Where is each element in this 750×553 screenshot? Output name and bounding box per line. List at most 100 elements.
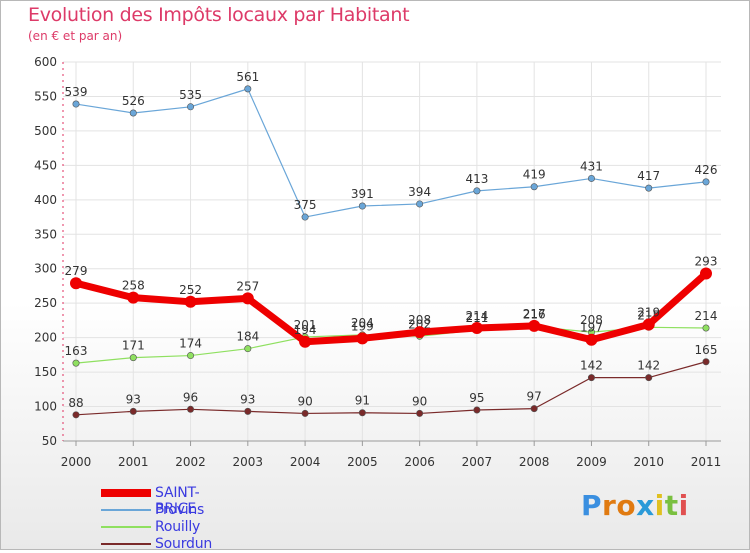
chart-frame: Evolution des Impôts locaux par Habitant…	[0, 0, 750, 550]
data-label-provins: 535	[179, 88, 202, 102]
logo-letter: x	[636, 489, 655, 522]
logo-letter: r	[602, 489, 616, 522]
data-point-sourdun	[245, 408, 251, 414]
logo-letter: i	[655, 489, 665, 522]
series-line-provins	[76, 89, 706, 217]
data-label-saint-brice: 258	[122, 279, 145, 293]
data-point-saint-brice	[528, 320, 540, 332]
data-point-sourdun	[130, 408, 136, 414]
data-label-sourdun: 93	[126, 392, 141, 406]
data-point-saint-brice	[299, 336, 311, 348]
x-tick-label: 2000	[61, 455, 92, 469]
data-label-provins: 413	[465, 172, 488, 186]
logo-letter: o	[616, 489, 636, 522]
data-label-sourdun: 88	[68, 396, 83, 410]
data-point-sourdun	[474, 407, 480, 413]
data-point-sourdun	[703, 359, 709, 365]
data-point-sourdun	[302, 410, 308, 416]
x-tick-label: 2003	[233, 455, 264, 469]
data-label-sourdun: 90	[297, 394, 312, 408]
data-point-saint-brice	[414, 326, 426, 338]
data-point-provins	[474, 188, 480, 194]
data-point-sourdun	[187, 406, 193, 412]
data-label-provins: 539	[65, 85, 88, 99]
data-point-rouilly	[187, 352, 193, 358]
data-label-rouilly: 171	[122, 339, 145, 353]
data-label-saint-brice: 279	[65, 264, 88, 278]
data-label-provins: 431	[580, 159, 603, 173]
data-label-sourdun: 91	[355, 394, 370, 408]
logo-letter: P	[581, 489, 602, 522]
data-label-sourdun: 95	[469, 391, 484, 405]
data-point-provins	[187, 104, 193, 110]
data-point-saint-brice	[185, 296, 197, 308]
data-point-sourdun	[531, 405, 537, 411]
data-point-provins	[130, 110, 136, 116]
data-label-saint-brice: 257	[236, 279, 259, 293]
series-line-saint-brice	[76, 274, 706, 342]
y-tick-label: 550	[34, 89, 57, 103]
data-point-sourdun	[73, 412, 79, 418]
y-tick-label: 250	[34, 296, 57, 310]
y-tick-label: 450	[34, 158, 57, 172]
data-point-saint-brice	[70, 277, 82, 289]
x-tick-label: 2001	[118, 455, 149, 469]
data-point-provins	[73, 101, 79, 107]
y-tick-label: 100	[34, 400, 57, 414]
data-label-provins: 526	[122, 94, 145, 108]
data-point-saint-brice	[643, 319, 655, 331]
data-label-saint-brice: 214	[465, 309, 488, 323]
data-point-provins	[245, 86, 251, 92]
x-tick-label: 2007	[462, 455, 493, 469]
data-point-provins	[588, 175, 594, 181]
data-label-rouilly: 174	[179, 337, 202, 351]
data-label-saint-brice: 199	[351, 319, 374, 333]
y-tick-label: 200	[34, 331, 57, 345]
data-point-sourdun	[588, 374, 594, 380]
legend-label: Provins	[155, 502, 204, 518]
logo-letter: i	[679, 489, 689, 522]
y-tick-label: 500	[34, 124, 57, 138]
data-point-provins	[703, 179, 709, 185]
data-point-saint-brice	[242, 292, 254, 304]
data-point-sourdun	[359, 410, 365, 416]
data-point-saint-brice	[127, 292, 139, 304]
data-point-provins	[646, 185, 652, 191]
data-label-rouilly: 214	[695, 309, 718, 323]
y-tick-label: 300	[34, 262, 57, 276]
data-label-sourdun: 165	[695, 343, 718, 357]
data-label-rouilly: 184	[236, 330, 259, 344]
data-point-rouilly	[703, 325, 709, 331]
legend-label: Rouilly	[155, 519, 200, 535]
y-tick-label: 400	[34, 193, 57, 207]
data-label-provins: 417	[637, 169, 660, 183]
legend-swatch	[101, 509, 151, 511]
data-label-sourdun: 97	[527, 390, 542, 404]
x-tick-label: 2004	[290, 455, 321, 469]
data-label-saint-brice: 208	[408, 313, 431, 327]
data-point-rouilly	[73, 360, 79, 366]
data-label-sourdun: 142	[580, 359, 603, 373]
x-tick-label: 2011	[691, 455, 722, 469]
data-label-saint-brice: 293	[695, 255, 718, 269]
proxiti-logo: Proxiti	[581, 489, 689, 522]
y-tick-label: 350	[34, 227, 57, 241]
data-point-saint-brice	[471, 322, 483, 334]
y-tick-label: 150	[34, 365, 57, 379]
data-point-provins	[359, 203, 365, 209]
data-label-provins: 426	[695, 163, 718, 177]
data-point-provins	[416, 201, 422, 207]
x-tick-label: 2006	[404, 455, 435, 469]
data-point-saint-brice	[585, 334, 597, 346]
data-label-saint-brice: 219	[637, 306, 660, 320]
data-label-saint-brice: 197	[580, 321, 603, 335]
data-point-saint-brice	[700, 268, 712, 280]
data-label-sourdun: 90	[412, 394, 427, 408]
x-tick-label: 2008	[519, 455, 550, 469]
legend-swatch	[101, 543, 151, 545]
data-label-saint-brice: 252	[179, 283, 202, 297]
x-tick-label: 2002	[175, 455, 206, 469]
y-tick-label: 600	[34, 55, 57, 69]
legend-swatch	[101, 489, 151, 497]
data-label-saint-brice: 194	[294, 323, 317, 337]
